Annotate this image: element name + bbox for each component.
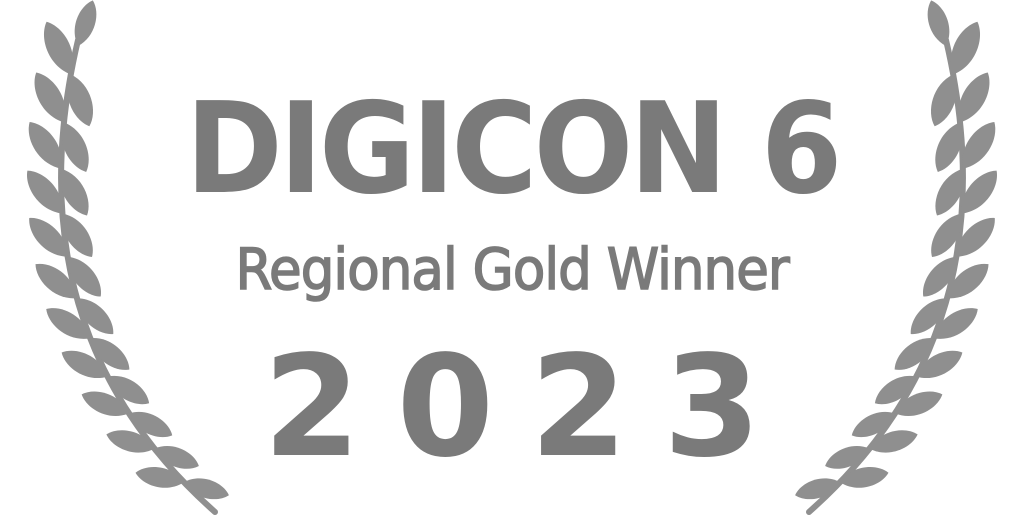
laurel-leaf	[869, 430, 918, 453]
laurel-leaf	[916, 350, 963, 378]
laurel-leaf	[154, 446, 199, 469]
laurel-leaf	[46, 308, 91, 339]
laurel-leaf	[956, 217, 995, 257]
laurel-leaf	[67, 74, 93, 127]
laurel-leaf	[106, 430, 155, 453]
laurel-leaf	[874, 375, 917, 405]
laurel-leaf	[895, 391, 943, 416]
event-name: DIGICON 6	[185, 75, 843, 222]
laurel-leaf	[43, 21, 74, 75]
laurel-leaf	[958, 72, 990, 123]
laurel-leaf	[59, 168, 89, 216]
laurel-leaf	[183, 478, 229, 500]
laurel-leaf	[851, 411, 895, 438]
laurel-leaf	[894, 338, 934, 370]
laurel-leaf	[950, 21, 981, 75]
award-title: Regional Gold Winner	[235, 237, 791, 303]
laurel-leaf	[931, 74, 957, 127]
laurel-leaf	[34, 72, 66, 123]
laurel-leaf	[27, 170, 63, 214]
laurel-leaf	[107, 375, 150, 405]
laurel-leaf	[90, 338, 130, 370]
laurel-leaf	[933, 308, 978, 339]
laurel-leaf	[962, 122, 996, 169]
laurel-leaf	[61, 122, 89, 172]
laurel-leaf	[67, 256, 101, 297]
laurel-leaf	[927, 0, 950, 46]
laurel-leaf	[76, 298, 114, 335]
laurel-leaf	[840, 467, 889, 488]
laurel-leaf	[81, 391, 129, 416]
laurel-leaf	[961, 170, 997, 214]
laurel-leaf	[29, 217, 68, 257]
laurel-leaf	[74, 0, 97, 46]
laurel-leaf	[935, 168, 965, 216]
laurel-leaf	[135, 467, 184, 488]
laurel-leaf	[923, 256, 957, 297]
laurel-leaf	[35, 263, 77, 299]
laurel-leaf	[795, 478, 841, 500]
laurel-leaf	[910, 298, 948, 335]
laurel-branch-left-icon	[0, 0, 260, 529]
laurel-leaf	[61, 213, 93, 258]
award-year: 2023	[263, 326, 797, 489]
laurel-branch-right-icon	[764, 0, 1024, 529]
laurel-leaf	[28, 122, 62, 169]
laurel-leaf	[129, 411, 173, 438]
laurel-leaf	[61, 350, 108, 378]
laurel-leaf	[825, 446, 870, 469]
laurel-leaf	[935, 122, 963, 172]
laurel-leaf	[931, 213, 963, 258]
laurel-leaf	[947, 263, 989, 299]
